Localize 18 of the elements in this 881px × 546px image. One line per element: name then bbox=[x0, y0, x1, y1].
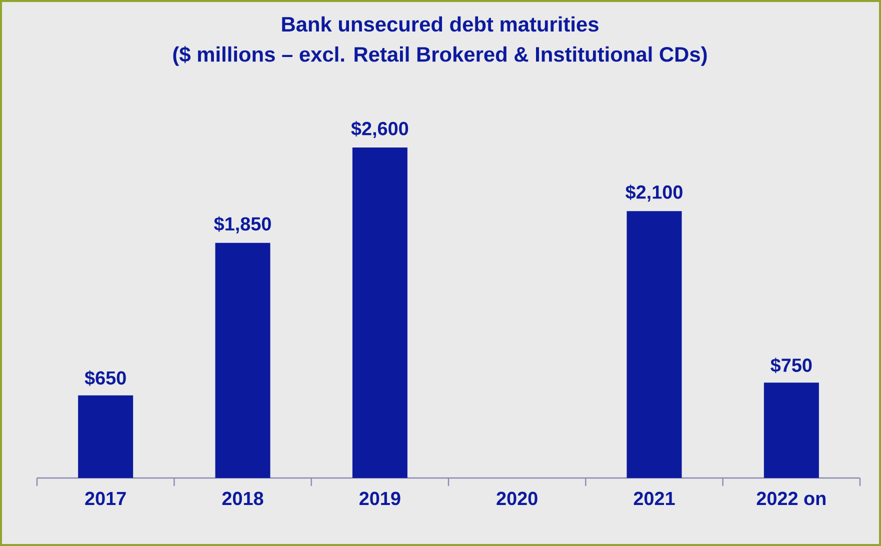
x-tick-label: 2019 bbox=[360, 492, 400, 506]
data-label: $750 bbox=[770, 358, 812, 374]
x-tick-label: 2018 bbox=[222, 492, 264, 506]
chart-subtitle: ($ millions – excl. Retail Brokered & Institutional CDs) bbox=[173, 46, 707, 66]
data-label: $650 bbox=[84, 370, 126, 386]
bar bbox=[78, 395, 134, 478]
x-tick-label: 2021 bbox=[634, 492, 675, 506]
bar bbox=[764, 382, 819, 478]
chart-title: Bank unsecured debt maturities bbox=[282, 16, 598, 32]
x-tick-label: 2022 on bbox=[756, 492, 826, 506]
x-tick-label: 2020 bbox=[496, 492, 538, 506]
data-label: $2,100 bbox=[626, 184, 682, 202]
data-label: $1,850 bbox=[214, 216, 271, 234]
x-tick-label: 2017 bbox=[85, 492, 126, 506]
bar bbox=[626, 211, 682, 478]
bar bbox=[352, 148, 408, 478]
bar bbox=[215, 242, 270, 478]
data-label: $2,600 bbox=[351, 121, 408, 138]
